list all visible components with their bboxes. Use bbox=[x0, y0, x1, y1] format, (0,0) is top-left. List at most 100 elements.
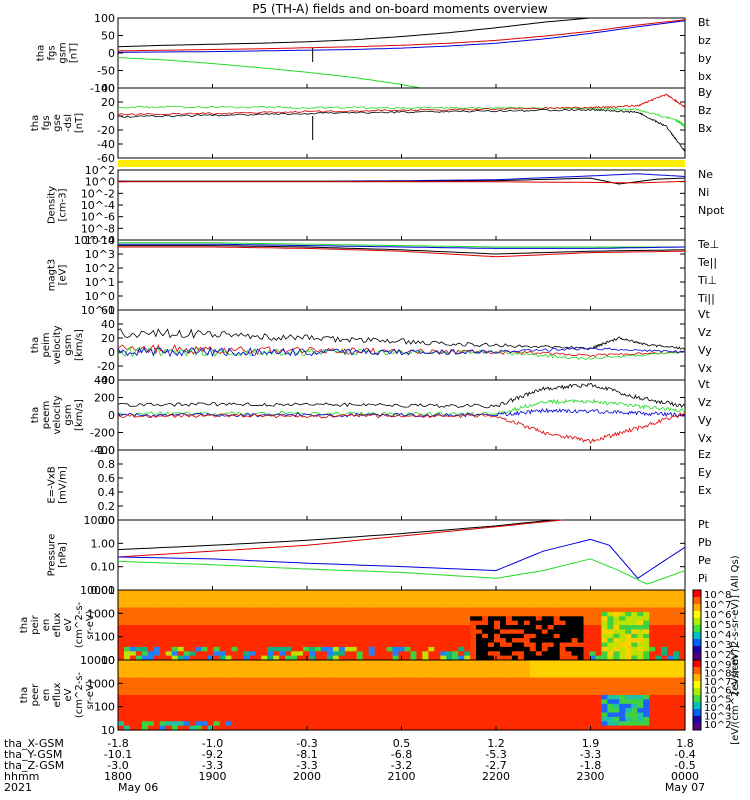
spectrogram-cell bbox=[673, 620, 680, 626]
spectrogram-cell bbox=[416, 642, 423, 648]
legend-entry: Te⊥ bbox=[697, 238, 719, 251]
spectrogram-cell bbox=[446, 677, 453, 683]
spectrogram-cell bbox=[297, 699, 304, 705]
spectrogram-cell bbox=[315, 651, 322, 657]
spectrogram-cell bbox=[679, 611, 686, 617]
spectrogram-cell bbox=[320, 712, 328, 718]
spectrogram-cell bbox=[291, 594, 298, 600]
spectrogram-cell bbox=[273, 668, 280, 674]
spectrogram-cell bbox=[631, 703, 638, 709]
spectrogram-cell bbox=[559, 668, 567, 674]
spectrogram-cell bbox=[165, 712, 173, 718]
spectrogram-cell bbox=[583, 708, 591, 714]
spectrogram-cell bbox=[571, 686, 579, 692]
spectrogram-cell bbox=[183, 629, 191, 635]
spectrogram-cell bbox=[380, 638, 388, 644]
spectrogram-cell bbox=[476, 603, 483, 609]
spectrogram-cell bbox=[577, 594, 585, 600]
spectrogram-cell bbox=[440, 703, 447, 709]
spectrogram-cell bbox=[410, 699, 418, 705]
spectrogram-cell bbox=[619, 642, 626, 648]
spectrogram-cell bbox=[631, 699, 638, 705]
spectrogram-cell bbox=[476, 638, 483, 644]
spectrogram-cell bbox=[446, 638, 453, 644]
spectrogram-cell bbox=[667, 655, 674, 661]
y-tick-label: 10000 bbox=[80, 654, 115, 667]
spectrogram-cell bbox=[613, 655, 620, 661]
spectrogram-cell bbox=[404, 686, 412, 692]
spectrogram-cell bbox=[303, 646, 310, 652]
spectrogram-cell bbox=[356, 721, 364, 727]
spectrogram-cell bbox=[285, 721, 292, 727]
spectrogram-cell bbox=[601, 633, 608, 639]
spectrogram-cell bbox=[201, 603, 209, 609]
spectrogram-cell bbox=[135, 668, 143, 674]
spectrogram-cell bbox=[464, 681, 471, 687]
spectrogram-cell bbox=[249, 651, 256, 657]
spectrogram-cell bbox=[494, 660, 501, 665]
y-axis-label-peer_eflux: tha peer en eflux eV (cm^2-s-sr-eV) bbox=[19, 671, 96, 718]
spectrogram-cell bbox=[225, 686, 232, 692]
spectrogram-cell bbox=[505, 598, 513, 604]
spectrogram-cell bbox=[147, 716, 155, 722]
spectrogram-cell bbox=[135, 594, 143, 600]
spectrogram-cell bbox=[362, 603, 370, 609]
spectrogram-cell bbox=[577, 699, 585, 705]
spectrogram-cell bbox=[207, 594, 215, 600]
spectrogram-cell bbox=[500, 603, 507, 609]
spectrogram-cell bbox=[631, 633, 638, 639]
spectrogram-cell bbox=[667, 712, 674, 718]
spectrogram-cell bbox=[380, 633, 388, 639]
spectrogram-cell bbox=[291, 668, 298, 674]
spectrogram-cell bbox=[517, 668, 525, 674]
spectrogram-cell bbox=[171, 655, 179, 661]
spectrogram-cell bbox=[362, 633, 370, 639]
spectrogram-cell bbox=[273, 642, 280, 648]
spectrogram-cell bbox=[505, 629, 513, 635]
spectrogram-cell bbox=[571, 651, 579, 657]
spectrogram-cell bbox=[571, 673, 579, 679]
spectrogram-cell bbox=[237, 603, 244, 609]
spectrogram-cell bbox=[410, 629, 418, 635]
spectrogram-cell bbox=[452, 642, 459, 648]
legend-entry: Pe bbox=[698, 554, 711, 567]
y-tick-label: 60 bbox=[101, 304, 115, 317]
spectrogram-cell bbox=[380, 716, 388, 722]
spectrogram-cell bbox=[141, 660, 149, 665]
spectrogram-cell bbox=[213, 603, 221, 609]
spectrogram-cell bbox=[183, 690, 191, 696]
spectrogram-cell bbox=[303, 638, 310, 644]
spectrogram-cell bbox=[410, 611, 418, 617]
spectrogram-cell bbox=[147, 590, 155, 595]
spectrogram-cell bbox=[613, 695, 620, 700]
spectrogram-cell bbox=[285, 607, 292, 613]
spectrogram-cell bbox=[380, 725, 388, 731]
spectrogram-cell bbox=[679, 690, 686, 696]
spectrogram-cell bbox=[213, 598, 221, 604]
spectrogram-cell bbox=[159, 594, 167, 600]
spectrogram-cell bbox=[135, 629, 143, 635]
spectrogram-cell bbox=[171, 721, 179, 727]
spectrogram-cell bbox=[613, 673, 620, 679]
spectrogram-cell bbox=[350, 620, 358, 626]
spectrogram-cell bbox=[601, 716, 608, 722]
spectrogram-cell bbox=[326, 716, 334, 722]
spectrogram-cell bbox=[320, 716, 328, 722]
spectrogram-cell bbox=[422, 620, 429, 626]
spectrogram-cell bbox=[505, 620, 513, 626]
spectrogram-cell bbox=[303, 725, 310, 731]
colorbar-tick-label: 10^5 bbox=[704, 694, 731, 705]
spectrogram-cell bbox=[398, 660, 406, 665]
spectrogram-cell bbox=[547, 607, 555, 613]
spectrogram-cell bbox=[398, 712, 406, 718]
spectrogram-cell bbox=[637, 598, 644, 604]
spectrogram-cell bbox=[207, 716, 215, 722]
spectrogram-cell bbox=[589, 725, 597, 731]
colorbar-segment bbox=[693, 667, 701, 675]
spectrogram-cell bbox=[482, 646, 489, 652]
spectrogram-cell bbox=[458, 708, 465, 714]
spectrogram-cell bbox=[410, 651, 418, 657]
spectrogram-cell bbox=[505, 611, 513, 617]
spectrogram-cell bbox=[368, 590, 376, 595]
